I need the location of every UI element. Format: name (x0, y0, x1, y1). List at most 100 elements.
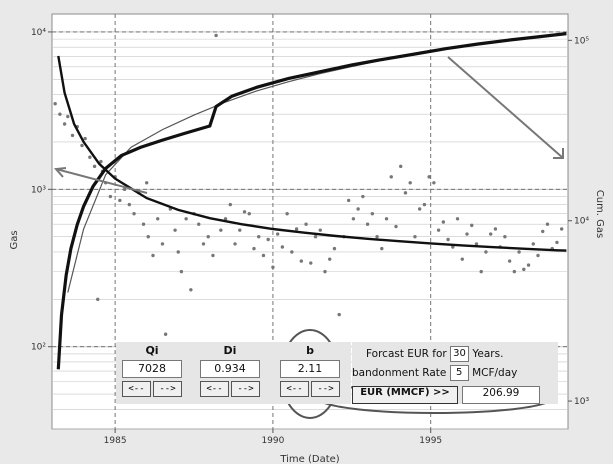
axis-ticks: 1985 1990 1995 10² 10³ 10⁴ 10³ 10⁴ 10⁵ (31, 28, 590, 446)
qi-label: Qi (145, 344, 159, 357)
eur-rate-input[interactable]: 5 (449, 365, 469, 381)
data-point (290, 250, 294, 254)
data-point (58, 112, 62, 116)
data-point (380, 246, 384, 251)
eur-result-field: 206.99 (462, 386, 540, 404)
data-point (370, 211, 375, 216)
data-point (271, 265, 275, 269)
data-point (223, 217, 228, 221)
data-point (211, 253, 215, 258)
data-point (522, 267, 526, 272)
data-point (127, 202, 132, 207)
data-point (228, 202, 233, 207)
data-point (365, 222, 370, 226)
data-point (479, 269, 483, 274)
data-point (70, 133, 75, 138)
right-arrow-head (553, 148, 564, 159)
eur-years-row: Forcast EUR for 30 Years. (366, 345, 503, 363)
data-point (92, 164, 97, 169)
series (53, 32, 567, 370)
di-value-field[interactable]: 0.934 (200, 360, 260, 378)
data-point (328, 257, 332, 261)
x-tick-label: 1990 (261, 436, 284, 446)
data-point (144, 181, 149, 185)
data-point (156, 217, 160, 221)
eur-forecast-label: Forcast EUR for (366, 348, 447, 360)
data-point (176, 250, 180, 254)
data-point (432, 181, 436, 185)
data-point (247, 211, 251, 216)
x-axis-label: Time (Date) (279, 454, 339, 464)
data-point (417, 207, 422, 211)
eur-years-input[interactable]: 30 (450, 346, 470, 362)
qi-control: Qi 7028 <-- --> (120, 342, 184, 397)
b-value-field[interactable]: 2.11 (280, 360, 340, 378)
data-point (460, 257, 464, 261)
y2-axis-label: Cum. Gas (594, 190, 605, 239)
y2-tick-label: 10³ (574, 397, 589, 407)
qi-value-field[interactable]: 7028 (122, 360, 182, 378)
data-point (266, 237, 270, 242)
data-point (304, 222, 308, 226)
data-point (189, 288, 193, 292)
data-point (394, 224, 398, 229)
data-point (214, 33, 218, 38)
y-tick-label: 10² (31, 343, 46, 353)
x-tick-label: 1995 (419, 436, 442, 446)
data-point (83, 136, 87, 141)
data-point (545, 222, 550, 226)
right-arrow (447, 56, 564, 159)
data-point (173, 228, 177, 232)
data-point (541, 229, 545, 234)
y2-tick-label: 10⁴ (574, 217, 589, 227)
data-point (389, 175, 393, 179)
data-point (88, 155, 92, 159)
data-point (206, 234, 210, 239)
data-point (80, 143, 84, 148)
data-point (451, 245, 455, 249)
qi-decrease-button[interactable]: <-- (122, 381, 151, 397)
data-point (399, 164, 403, 169)
data-point (446, 237, 450, 242)
di-control: Di 0.934 <-- --> (198, 342, 262, 397)
parameter-panel: Qi 7028 <-- --> Di 0.934 <-- --> b 2.11 … (116, 342, 351, 404)
data-point (484, 250, 488, 254)
data-point (197, 222, 201, 226)
data-point (99, 159, 103, 164)
data-point (96, 297, 100, 302)
data-point (62, 122, 67, 126)
b-control: b 2.11 <-- --> (278, 342, 342, 397)
data-point (132, 211, 136, 216)
data-point (309, 261, 313, 265)
data-point (427, 175, 431, 179)
x-tick-label: 1985 (104, 436, 127, 446)
data-point (252, 246, 256, 251)
data-point (474, 242, 479, 246)
data-point (351, 217, 356, 221)
data-point (536, 253, 540, 258)
data-point (108, 194, 113, 199)
data-point (151, 253, 155, 258)
data-point (517, 250, 521, 254)
eur-rate-row: bandonment Rate 5 MCF/day (352, 364, 517, 382)
data-point (384, 217, 389, 221)
data-point (413, 234, 417, 239)
qi-increase-button[interactable]: --> (153, 381, 182, 397)
eur-abandonment-label: bandonment Rate (352, 367, 447, 379)
left-arrow (55, 168, 148, 194)
y-axis-label: Gas (9, 230, 20, 249)
eur-compute-button[interactable]: EUR (MMCF) >> (352, 386, 458, 404)
data-point (361, 194, 365, 199)
di-decrease-button[interactable]: <-- (200, 381, 229, 397)
cum-gas-actual-curve (56, 32, 567, 370)
di-increase-button[interactable]: --> (231, 381, 260, 397)
data-point (146, 234, 150, 239)
data-point (238, 228, 242, 232)
eur-years-unit: Years. (472, 348, 504, 360)
left-arrow-head (53, 167, 67, 178)
b-decrease-button[interactable]: <-- (280, 381, 309, 397)
data-point (163, 332, 168, 336)
data-point (318, 228, 322, 232)
b-increase-button[interactable]: --> (311, 381, 340, 397)
data-point (337, 312, 341, 317)
